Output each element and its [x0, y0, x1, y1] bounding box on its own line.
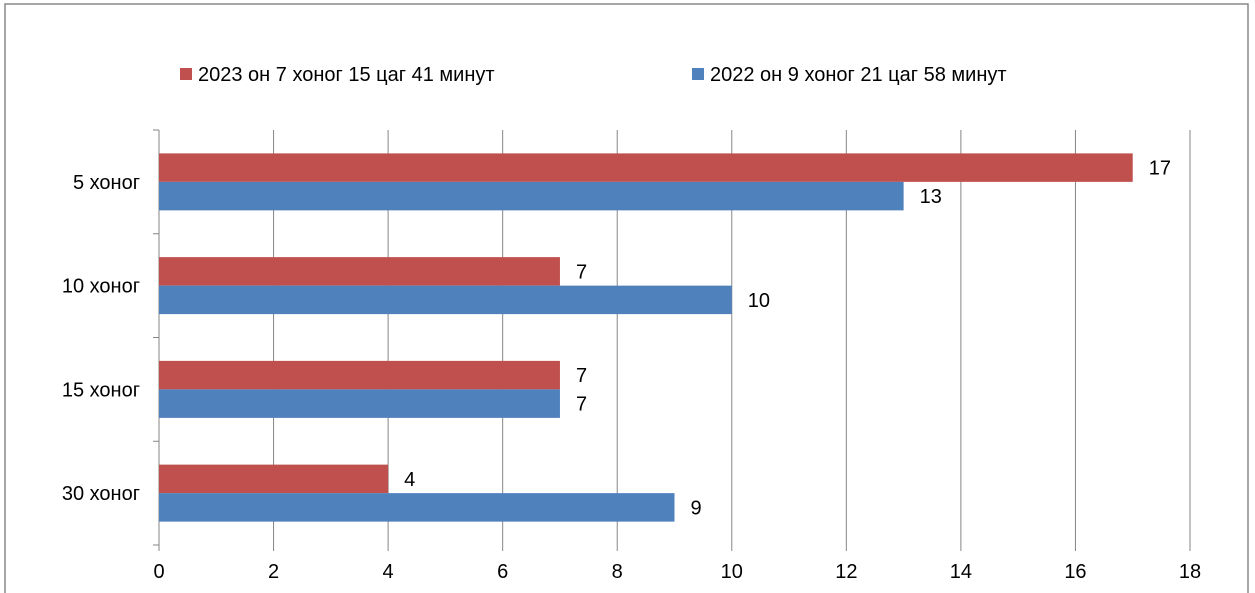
category-label: 15 хоног — [62, 379, 140, 401]
data-label: 7 — [576, 365, 587, 387]
legend-label-2023: 2023 он 7 хоног 15 цаг 41 минут — [198, 64, 495, 86]
category-label: 30 хоног — [62, 483, 140, 505]
legend: 2023 он 7 хоног 15 цаг 41 минут 2022 он … — [180, 64, 1007, 86]
legend-swatch-2023 — [180, 68, 192, 80]
data-label: 7 — [576, 394, 587, 416]
legend-swatch-2022 — [692, 68, 704, 80]
bar — [159, 493, 675, 522]
x-tick-label: 14 — [950, 561, 972, 583]
data-label: 10 — [748, 290, 770, 312]
x-tick-label: 18 — [1179, 561, 1201, 583]
x-tick-label: 6 — [497, 561, 508, 583]
category-label: 5 хоног — [73, 172, 140, 194]
legend-label-2022: 2022 он 9 хоног 21 цаг 58 минут — [710, 64, 1007, 86]
plot-area: 0 2 4 6 8 10 12 14 16 18 17 13 5 хоног 7 10 10 хоног 7 7 1… — [62, 129, 1201, 583]
data-label: 13 — [920, 186, 942, 208]
x-tick-label: 2 — [268, 561, 279, 583]
bar — [159, 389, 560, 418]
bar — [159, 464, 389, 494]
data-label: 4 — [404, 469, 415, 491]
x-tick-label: 12 — [835, 561, 857, 583]
data-label: 7 — [576, 261, 587, 283]
x-tick-label: 8 — [612, 561, 623, 583]
x-tick-label: 0 — [153, 561, 164, 583]
bar — [159, 285, 732, 315]
bar — [159, 257, 560, 286]
bar — [159, 181, 904, 211]
x-tick-label: 10 — [721, 561, 743, 583]
x-tick-label: 4 — [383, 561, 394, 583]
category-label: 10 хоног — [62, 276, 140, 298]
bar — [159, 360, 560, 390]
data-label: 9 — [691, 497, 702, 519]
bar — [159, 153, 1133, 182]
x-tick-label: 16 — [1064, 561, 1086, 583]
data-label: 17 — [1149, 158, 1171, 180]
